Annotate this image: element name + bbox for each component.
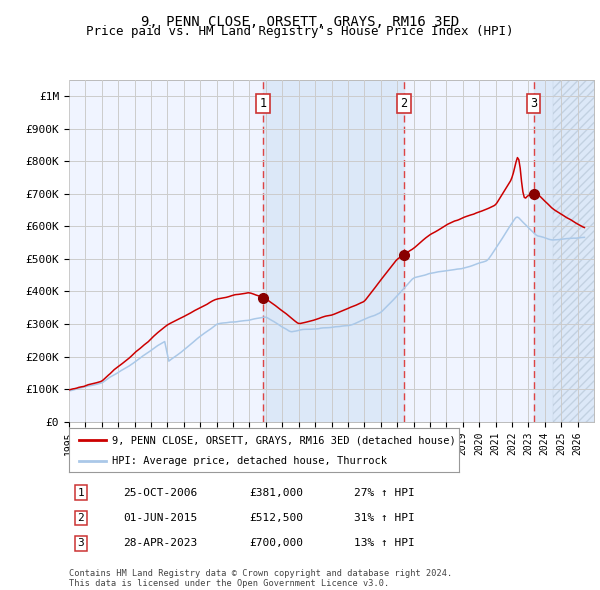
Text: 2: 2 — [400, 97, 407, 110]
Text: Price paid vs. HM Land Registry's House Price Index (HPI): Price paid vs. HM Land Registry's House … — [86, 25, 514, 38]
Text: 25-OCT-2006: 25-OCT-2006 — [123, 488, 197, 497]
Text: £512,500: £512,500 — [249, 513, 303, 523]
Bar — [533, 80, 594, 422]
Text: 9, PENN CLOSE, ORSETT, GRAYS, RM16 3ED (detached house): 9, PENN CLOSE, ORSETT, GRAYS, RM16 3ED (… — [112, 435, 455, 445]
Text: 13% ↑ HPI: 13% ↑ HPI — [354, 539, 415, 548]
Text: 01-JUN-2015: 01-JUN-2015 — [123, 513, 197, 523]
Text: 3: 3 — [530, 97, 537, 110]
Text: Contains HM Land Registry data © Crown copyright and database right 2024.
This d: Contains HM Land Registry data © Crown c… — [69, 569, 452, 588]
Text: 2: 2 — [77, 513, 85, 523]
Text: 31% ↑ HPI: 31% ↑ HPI — [354, 513, 415, 523]
Text: HPI: Average price, detached house, Thurrock: HPI: Average price, detached house, Thur… — [112, 456, 387, 466]
Text: 27% ↑ HPI: 27% ↑ HPI — [354, 488, 415, 497]
Text: 3: 3 — [77, 539, 85, 548]
Text: £381,000: £381,000 — [249, 488, 303, 497]
Text: 9, PENN CLOSE, ORSETT, GRAYS, RM16 3ED: 9, PENN CLOSE, ORSETT, GRAYS, RM16 3ED — [141, 15, 459, 29]
Text: 1: 1 — [77, 488, 85, 497]
Text: £700,000: £700,000 — [249, 539, 303, 548]
Text: 28-APR-2023: 28-APR-2023 — [123, 539, 197, 548]
Bar — [553, 80, 600, 422]
Text: 1: 1 — [259, 97, 266, 110]
Bar — [263, 80, 404, 422]
